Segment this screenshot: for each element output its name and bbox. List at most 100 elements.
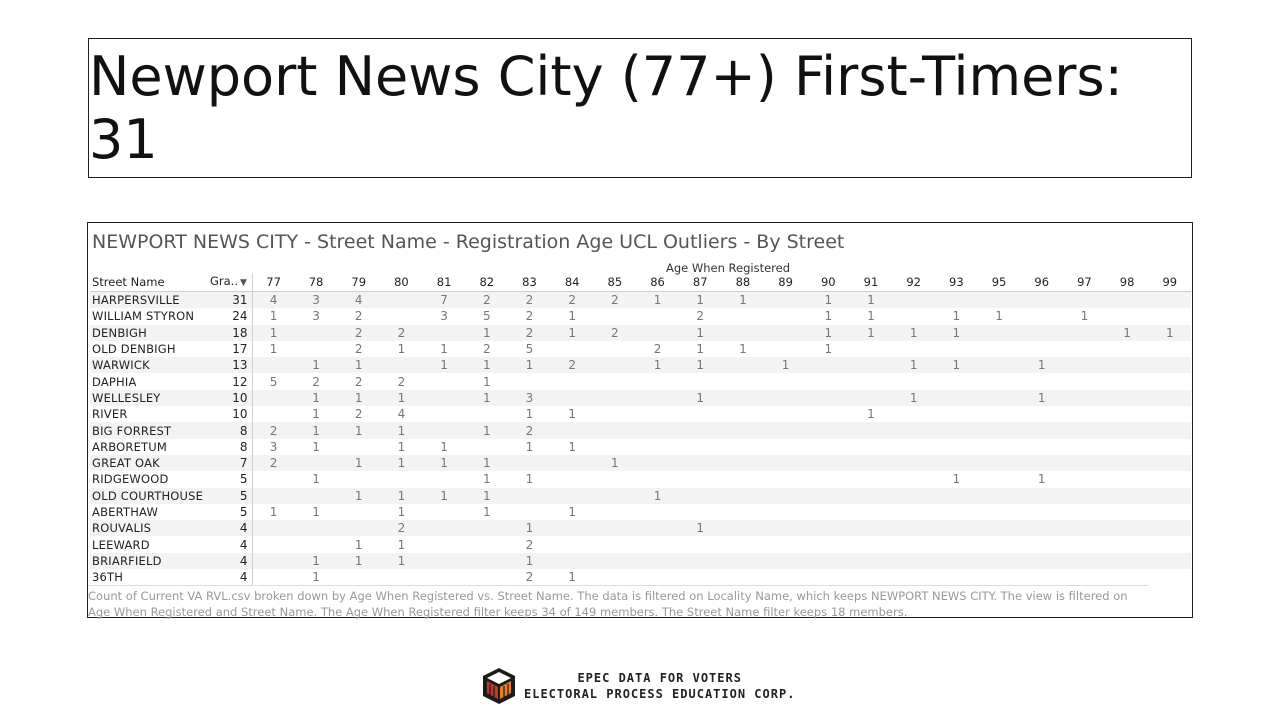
count-cell[interactable] — [678, 487, 722, 504]
count-cell[interactable] — [422, 324, 466, 341]
count-cell[interactable]: 1 — [482, 374, 491, 389]
count-cell[interactable] — [935, 454, 978, 472]
count-cell[interactable] — [1063, 552, 1106, 570]
street-name-cell[interactable]: WELLESLEY — [90, 389, 208, 407]
count-cell[interactable] — [1148, 406, 1191, 422]
count-cell[interactable] — [892, 454, 935, 472]
count-cell[interactable] — [679, 504, 722, 520]
column-header-age-84[interactable]: 84 — [550, 273, 594, 292]
count-cell[interactable] — [465, 439, 508, 455]
count-cell[interactable] — [849, 487, 893, 504]
count-cell[interactable] — [1063, 341, 1106, 357]
count-cell[interactable]: 1 — [1020, 389, 1064, 407]
count-cell[interactable] — [850, 439, 893, 455]
count-cell[interactable] — [1020, 536, 1063, 552]
count-cell[interactable]: 1 — [380, 389, 423, 407]
count-cell[interactable] — [764, 520, 807, 537]
count-cell[interactable]: 4 — [252, 291, 295, 309]
count-cell[interactable] — [550, 422, 594, 439]
count-cell[interactable]: 1 — [824, 342, 833, 357]
count-cell[interactable]: 2 — [593, 324, 637, 341]
count-cell[interactable] — [1063, 357, 1106, 374]
count-cell[interactable]: 1 — [465, 454, 509, 472]
count-cell[interactable] — [977, 324, 1021, 341]
count-cell[interactable] — [679, 471, 722, 487]
street-name-cell[interactable]: ABERTHAW — [92, 505, 159, 519]
count-cell[interactable] — [1020, 504, 1063, 520]
count-cell[interactable] — [721, 487, 765, 504]
count-cell[interactable] — [1148, 552, 1192, 570]
count-cell[interactable] — [380, 291, 423, 309]
grand-total-cell[interactable]: 10 — [208, 406, 253, 423]
count-cell[interactable] — [849, 422, 893, 439]
count-cell[interactable] — [935, 504, 978, 520]
count-cell[interactable] — [935, 291, 978, 309]
count-cell[interactable]: 2 — [397, 374, 406, 389]
street-name-cell[interactable]: RIDGEWOOD — [92, 472, 169, 487]
grand-total-cell[interactable]: 12 — [208, 373, 253, 390]
count-cell[interactable] — [294, 324, 338, 341]
count-cell[interactable]: 2 — [482, 342, 491, 357]
count-cell[interactable]: 2 — [354, 374, 363, 389]
count-cell[interactable]: 2 — [380, 520, 423, 537]
count-cell[interactable] — [721, 454, 765, 472]
count-cell[interactable] — [1020, 439, 1063, 455]
count-cell[interactable] — [679, 569, 722, 585]
count-cell[interactable]: 5 — [482, 309, 491, 324]
count-cell[interactable] — [1105, 422, 1149, 439]
street-name-cell[interactable]: RIVER — [92, 407, 128, 422]
count-cell[interactable]: 2 — [550, 357, 594, 374]
count-cell[interactable]: 3 — [508, 389, 551, 407]
count-cell[interactable] — [337, 439, 380, 455]
count-cell[interactable]: 1 — [1080, 309, 1089, 324]
count-cell[interactable] — [764, 373, 807, 389]
count-cell[interactable] — [508, 504, 551, 520]
count-cell[interactable]: 2 — [252, 454, 295, 472]
column-header-age-96[interactable]: 96 — [1020, 273, 1064, 292]
count-cell[interactable] — [294, 454, 338, 472]
grand-total-cell[interactable]: 4 — [208, 552, 253, 570]
count-cell[interactable] — [935, 569, 978, 585]
count-cell[interactable]: 1 — [1148, 324, 1192, 341]
count-cell[interactable]: 1 — [935, 357, 978, 374]
street-name-cell[interactable]: OLD COURTHOUSE — [90, 487, 208, 504]
count-cell[interactable] — [935, 536, 978, 552]
count-cell[interactable]: 2 — [593, 291, 637, 309]
count-cell[interactable] — [636, 536, 679, 552]
count-cell[interactable]: 1 — [593, 454, 637, 472]
count-cell[interactable]: 1 — [849, 291, 893, 309]
count-cell[interactable] — [806, 357, 850, 374]
count-cell[interactable] — [1063, 569, 1106, 585]
count-cell[interactable] — [892, 422, 935, 439]
count-cell[interactable] — [935, 373, 978, 389]
count-cell[interactable]: 1 — [508, 552, 551, 570]
count-cell[interactable]: 2 — [354, 309, 363, 324]
count-cell[interactable] — [978, 439, 1021, 455]
count-cell[interactable]: 1 — [380, 422, 423, 439]
count-cell[interactable] — [1106, 536, 1149, 552]
count-cell[interactable] — [1148, 389, 1192, 407]
count-cell[interactable]: 1 — [678, 389, 722, 407]
count-cell[interactable] — [1106, 308, 1149, 324]
count-cell[interactable] — [593, 487, 637, 504]
count-cell[interactable] — [721, 389, 765, 407]
count-cell[interactable]: 1 — [678, 324, 722, 341]
count-cell[interactable]: 1 — [337, 454, 381, 472]
count-cell[interactable] — [294, 487, 338, 504]
count-cell[interactable] — [892, 291, 935, 309]
count-cell[interactable] — [721, 357, 765, 374]
count-cell[interactable] — [764, 308, 807, 324]
count-cell[interactable] — [1020, 406, 1063, 422]
count-cell[interactable]: 1 — [397, 505, 406, 519]
count-cell[interactable] — [935, 406, 978, 422]
column-header-age-95[interactable]: 95 — [977, 273, 1021, 292]
count-cell[interactable] — [1148, 341, 1191, 357]
count-cell[interactable]: 5 — [525, 342, 534, 357]
count-cell[interactable]: 1 — [294, 422, 338, 439]
count-cell[interactable] — [849, 357, 893, 374]
count-cell[interactable] — [593, 552, 637, 570]
count-cell[interactable]: 1 — [312, 472, 320, 487]
grand-total-cell[interactable]: 13 — [208, 357, 253, 374]
count-cell[interactable]: 1 — [294, 552, 338, 570]
count-cell[interactable] — [892, 373, 935, 389]
